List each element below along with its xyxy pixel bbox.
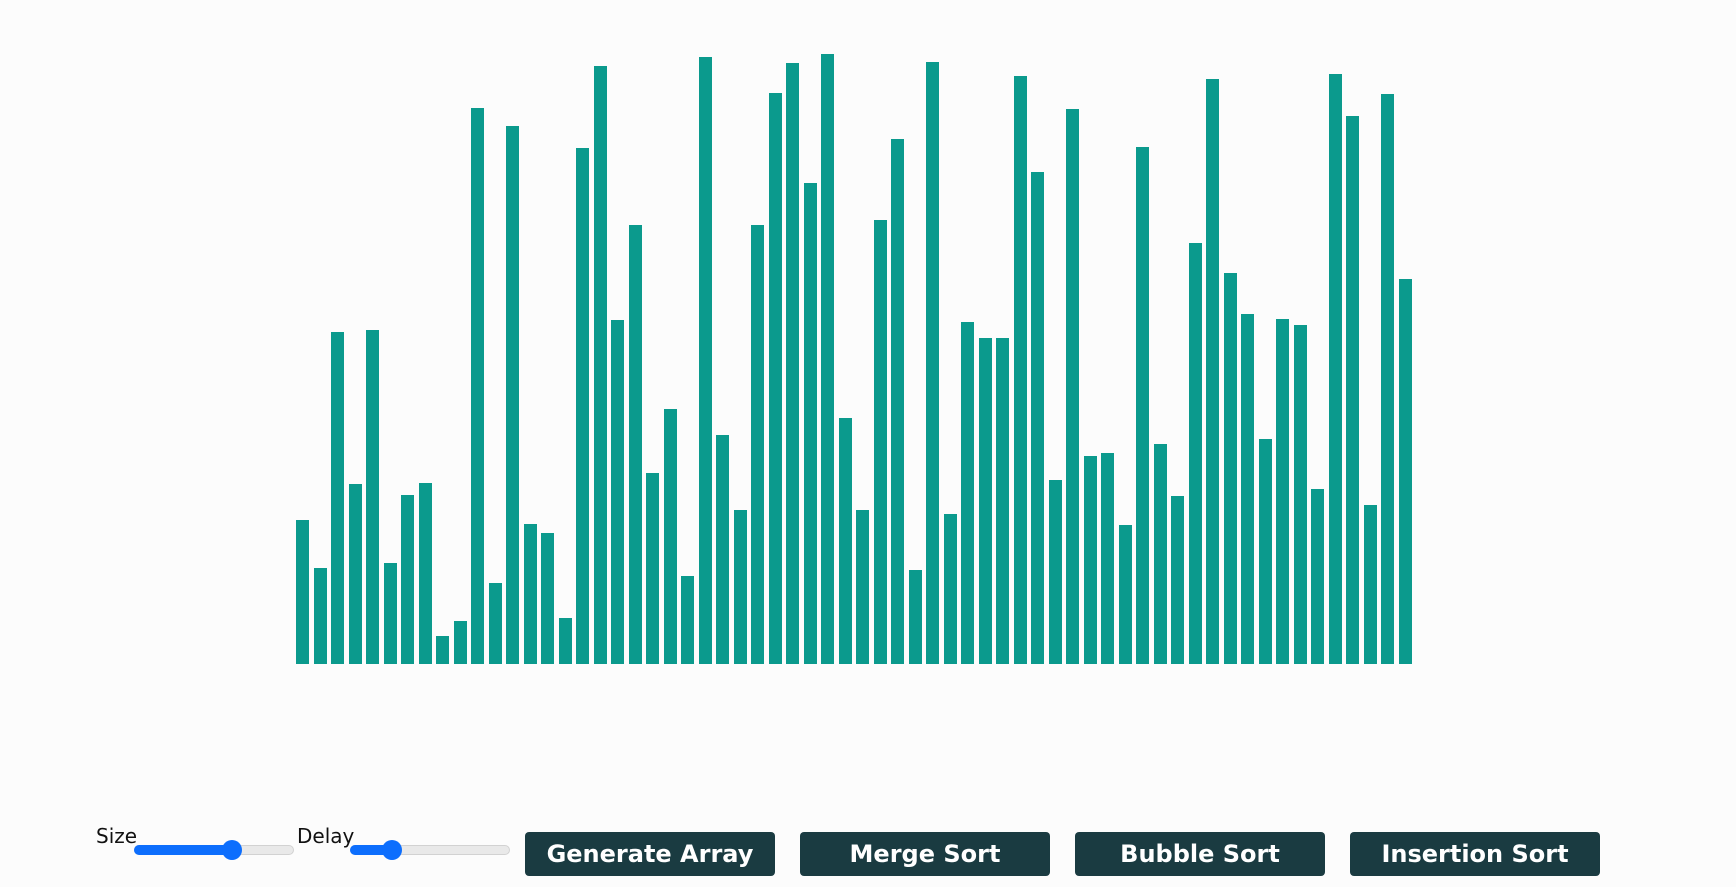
array-bar <box>1241 314 1254 664</box>
array-bar <box>821 54 834 664</box>
array-bar <box>506 126 519 664</box>
control-panel: Size Delay Generate Array Merge Sort Bub… <box>0 820 1736 880</box>
merge-sort-button[interactable]: Merge Sort <box>800 832 1050 876</box>
array-bar <box>1048 480 1062 664</box>
array-bar <box>1206 79 1219 664</box>
delay-slider-thumb[interactable] <box>381 840 402 860</box>
array-bar <box>961 322 974 664</box>
array-bar <box>733 510 747 664</box>
array-bar <box>663 409 677 664</box>
size-label: Size <box>96 824 138 848</box>
array-bar <box>943 514 957 664</box>
array-bar <box>366 330 379 664</box>
array-bar <box>1136 147 1149 664</box>
array-bar <box>681 576 694 664</box>
array-bar <box>558 618 572 664</box>
array-bar <box>786 63 799 664</box>
array-bar <box>523 524 537 664</box>
array-bar <box>698 57 712 664</box>
array-bar <box>1171 496 1184 664</box>
array-bar <box>1346 116 1359 664</box>
array-bar <box>348 484 362 664</box>
array-bar <box>313 568 327 664</box>
array-bar <box>751 225 764 664</box>
array-bar <box>1293 325 1307 664</box>
array-bar <box>1013 76 1027 664</box>
array-bar <box>453 621 467 664</box>
insertion-sort-button[interactable]: Insertion Sort <box>1350 832 1600 876</box>
size-slider-thumb[interactable] <box>221 840 242 860</box>
array-bar <box>1381 94 1394 664</box>
array-bar <box>1258 439 1272 664</box>
array-bar <box>628 225 642 664</box>
array-bar <box>1153 444 1167 664</box>
array-bar <box>716 435 729 664</box>
array-bar <box>978 338 992 664</box>
array-bar <box>383 563 397 664</box>
array-bar <box>471 108 484 664</box>
array-bar <box>996 338 1009 664</box>
array-bar <box>1311 489 1324 664</box>
array-bar <box>926 62 939 664</box>
array-bar <box>436 636 449 664</box>
delay-slider[interactable] <box>350 840 510 860</box>
array-bar <box>541 533 554 664</box>
array-bars-container <box>296 40 1412 664</box>
array-bar <box>1223 273 1237 664</box>
array-bar <box>873 220 887 664</box>
array-bar <box>331 332 344 664</box>
array-bar <box>401 495 414 664</box>
delay-slider-fill <box>350 845 392 855</box>
array-bar <box>646 473 659 664</box>
array-bar <box>1066 109 1079 664</box>
array-bar <box>1031 172 1044 664</box>
array-bar <box>1118 525 1132 664</box>
array-bar <box>1398 279 1412 664</box>
array-bar <box>488 583 502 664</box>
array-bar <box>611 320 624 664</box>
array-bar <box>576 148 589 664</box>
array-bar <box>891 139 904 664</box>
array-bar <box>1188 243 1202 664</box>
array-bar <box>593 66 607 664</box>
delay-label: Delay <box>297 824 355 848</box>
array-bar <box>1276 319 1289 664</box>
size-slider-fill <box>134 845 232 855</box>
array-bar <box>768 93 782 664</box>
array-bar <box>296 520 309 664</box>
size-slider[interactable] <box>134 840 294 860</box>
array-bar <box>908 570 922 664</box>
generate-array-button[interactable]: Generate Array <box>525 832 775 876</box>
array-bar <box>1328 74 1342 664</box>
array-bar <box>1083 456 1097 664</box>
array-bar <box>838 418 852 664</box>
array-bar <box>418 483 432 664</box>
array-bar <box>856 510 869 664</box>
bubble-sort-button[interactable]: Bubble Sort <box>1075 832 1325 876</box>
array-bar <box>803 183 817 664</box>
array-bar <box>1101 453 1114 664</box>
array-bar <box>1363 505 1377 664</box>
